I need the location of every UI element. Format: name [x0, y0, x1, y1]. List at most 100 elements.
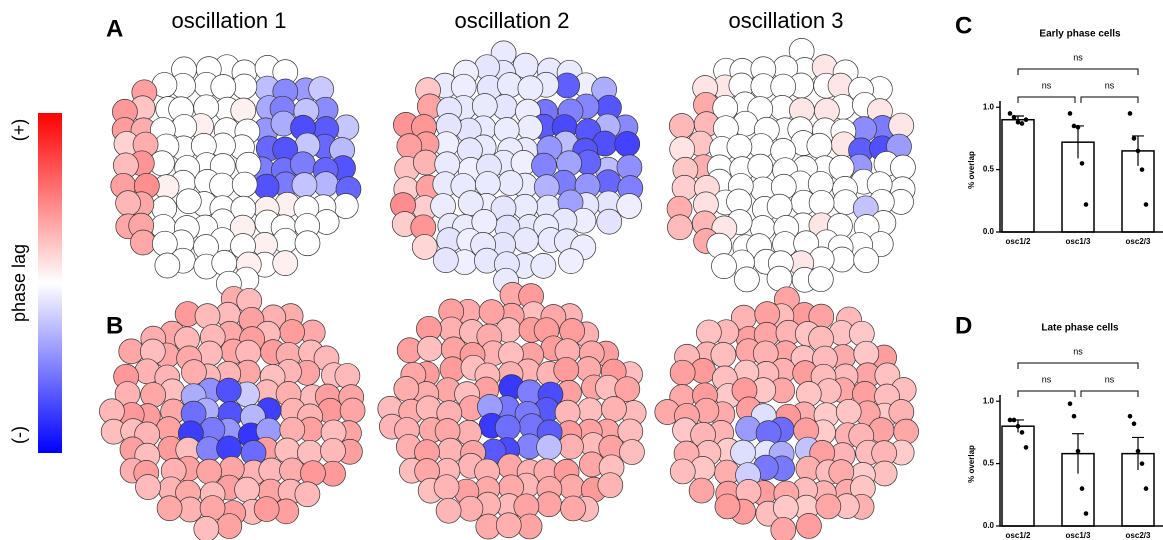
- cell: [669, 113, 694, 138]
- cell: [748, 154, 773, 179]
- data-point: [1020, 430, 1025, 435]
- x-tick-label: osc1/3: [1066, 237, 1091, 246]
- x-tick-label: osc1/3: [1066, 531, 1091, 540]
- cell: [531, 253, 556, 278]
- colorbar: [38, 113, 62, 453]
- cell: [809, 190, 834, 215]
- cell: [854, 341, 879, 366]
- cell: [734, 267, 759, 292]
- cell: [217, 514, 242, 539]
- cell: [558, 249, 583, 274]
- significance-bracket: [1018, 363, 1138, 369]
- cell: [689, 478, 714, 503]
- cell: [537, 435, 562, 460]
- data-point: [1008, 418, 1013, 423]
- significance-bracket: [1018, 69, 1138, 75]
- cell: [727, 134, 752, 159]
- cell: [235, 477, 260, 502]
- cell: [808, 267, 833, 292]
- cell: [597, 209, 622, 234]
- panel-label: C: [955, 12, 972, 39]
- cell: [194, 516, 219, 540]
- cell: [670, 459, 695, 484]
- cell: [130, 230, 155, 255]
- column-title: oscillation 1: [172, 8, 287, 33]
- cell: [872, 461, 897, 486]
- significance-bracket: [1081, 391, 1138, 397]
- data-point: [1076, 125, 1081, 130]
- data-point: [1132, 421, 1137, 426]
- cell: [232, 172, 257, 197]
- cell: [231, 98, 256, 123]
- chart-title: Early phase cells: [1039, 29, 1121, 40]
- cell: [280, 320, 305, 345]
- cell: [894, 419, 919, 444]
- cell: [715, 494, 740, 519]
- column-title: oscillation 3: [729, 8, 844, 33]
- colorbar-bottom: (-): [9, 426, 29, 444]
- cell: [518, 76, 543, 101]
- cell: [773, 495, 798, 520]
- cell: [475, 171, 500, 196]
- data-point: [1076, 449, 1081, 454]
- bar: [1002, 426, 1034, 526]
- cell: [854, 248, 879, 273]
- data-point: [1012, 115, 1017, 120]
- significance-label: ns: [1073, 346, 1083, 356]
- x-tick-label: osc1/2: [1006, 237, 1031, 246]
- y-tick-label: 0.5: [983, 165, 995, 174]
- data-point: [1024, 117, 1029, 122]
- significance-bracket: [1018, 97, 1075, 103]
- data-point: [1084, 511, 1089, 516]
- x-tick-label: osc1/2: [1006, 531, 1031, 540]
- cell: [796, 513, 821, 538]
- data-point: [1012, 418, 1017, 423]
- data-point: [1128, 111, 1133, 116]
- cell: [210, 173, 235, 198]
- data-point: [1136, 149, 1141, 154]
- cell: [472, 93, 497, 118]
- cell: [436, 498, 461, 523]
- cell: [433, 248, 458, 273]
- cell: [696, 320, 721, 345]
- cell: [711, 342, 736, 367]
- cell: [412, 234, 437, 259]
- cell: [211, 74, 236, 99]
- panel-label: A: [106, 15, 123, 42]
- cell: [816, 494, 841, 519]
- cell: [836, 399, 861, 424]
- cell: [295, 482, 320, 507]
- cell: [670, 360, 695, 385]
- significance-label: ns: [1105, 80, 1115, 90]
- y-tick-label: 0.0: [983, 227, 995, 236]
- significance-label: ns: [1073, 52, 1083, 62]
- cell: [617, 193, 642, 218]
- cell: [254, 174, 279, 199]
- cell: [141, 382, 166, 407]
- data-point: [1080, 486, 1085, 491]
- cell: [513, 228, 538, 253]
- cell: [667, 215, 692, 240]
- cell: [517, 115, 542, 140]
- significance-bracket: [1081, 97, 1138, 103]
- colorbar-label: phase lag: [9, 244, 29, 322]
- data-point: [1136, 449, 1141, 454]
- y-axis-label: % overlap: [967, 445, 976, 483]
- data-point: [1008, 111, 1013, 116]
- data-point: [1072, 124, 1077, 129]
- colorbar-top: (+): [9, 119, 29, 142]
- significance-label: ns: [1042, 80, 1052, 90]
- cell: [292, 173, 317, 198]
- cell: [807, 133, 832, 158]
- cell: [295, 231, 320, 256]
- cell: [498, 171, 523, 196]
- cell: [619, 440, 644, 465]
- cell: [771, 517, 796, 540]
- cell: [335, 363, 360, 388]
- y-tick-label: 1.0: [983, 396, 995, 405]
- data-point: [1144, 202, 1149, 207]
- significance-label: ns: [1105, 374, 1115, 384]
- x-tick-label: osc2/3: [1126, 531, 1151, 540]
- x-tick-label: osc2/3: [1126, 237, 1151, 246]
- cell: [496, 513, 521, 538]
